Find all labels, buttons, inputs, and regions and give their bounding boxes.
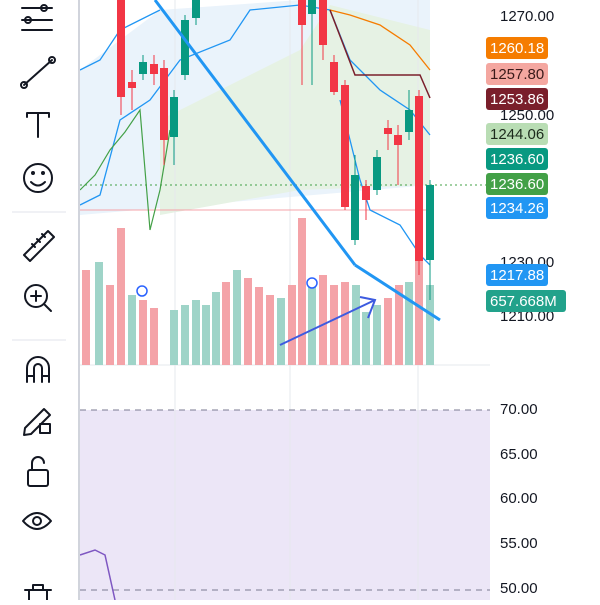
price-badge bbox=[486, 264, 548, 286]
rsi-line bbox=[79, 549, 116, 601]
tool-icon[interactable] bbox=[26, 356, 50, 383]
price-badge bbox=[486, 290, 566, 312]
trend-line bbox=[153, 0, 357, 266]
tool-icon[interactable] bbox=[24, 284, 52, 312]
anchor-point[interactable] bbox=[306, 277, 318, 289]
tool-icon[interactable] bbox=[22, 512, 52, 530]
price-badge-label: 1217.88 bbox=[490, 267, 544, 284]
tool-icon[interactable] bbox=[27, 456, 49, 487]
rsi-label: 55.00 bbox=[500, 535, 538, 552]
tool-icon[interactable] bbox=[23, 408, 51, 436]
price-label: 1270.00 bbox=[500, 8, 554, 25]
price-label: 1210.00 bbox=[500, 308, 554, 325]
anchor-point[interactable] bbox=[136, 285, 148, 297]
price-badge-label: 1236.60 bbox=[490, 151, 544, 168]
volume bbox=[82, 218, 434, 365]
rsi-label: 65.00 bbox=[500, 446, 538, 463]
price-badge-label: 657.668M bbox=[490, 293, 557, 310]
tool-icon[interactable] bbox=[26, 112, 50, 138]
tool-icon[interactable] bbox=[20, 56, 56, 89]
toolbar bbox=[0, 0, 78, 600]
lag-span bbox=[79, 108, 171, 231]
tool-icon[interactable] bbox=[24, 584, 52, 601]
baseline bbox=[329, 9, 431, 99]
cloud-fill bbox=[160, 5, 430, 215]
price-badge bbox=[486, 63, 548, 85]
price-badge bbox=[486, 37, 548, 59]
band-line bbox=[79, 4, 431, 206]
price-badge-label: 1236.60 bbox=[490, 176, 544, 193]
arrow-drawing[interactable] bbox=[279, 296, 377, 346]
rsi-label: 70.00 bbox=[500, 401, 538, 418]
price-label: 1250.00 bbox=[500, 107, 554, 124]
price-badge-label: 1234.26 bbox=[490, 200, 544, 217]
price-badge-label: 1244.06 bbox=[490, 126, 544, 143]
candles bbox=[117, 0, 434, 300]
price-badge bbox=[486, 88, 548, 110]
price-badge bbox=[486, 197, 548, 219]
price-badge bbox=[486, 123, 548, 145]
tool-icon[interactable] bbox=[23, 163, 53, 193]
tool-icon[interactable] bbox=[23, 230, 55, 262]
price-badge-label: 1260.18 bbox=[490, 40, 544, 57]
price-badge-label: 1253.86 bbox=[490, 91, 544, 108]
band-line bbox=[79, 9, 161, 71]
trend-line bbox=[354, 263, 441, 322]
ma-line bbox=[329, 9, 431, 71]
price-badge bbox=[486, 148, 548, 170]
rsi-label: 60.00 bbox=[500, 490, 538, 507]
rsi-label: 50.00 bbox=[500, 580, 538, 597]
tool-icon[interactable] bbox=[21, 4, 53, 31]
rsi-band bbox=[80, 410, 490, 600]
price-badge-label: 1257.80 bbox=[490, 66, 544, 83]
price-badge bbox=[486, 173, 548, 195]
